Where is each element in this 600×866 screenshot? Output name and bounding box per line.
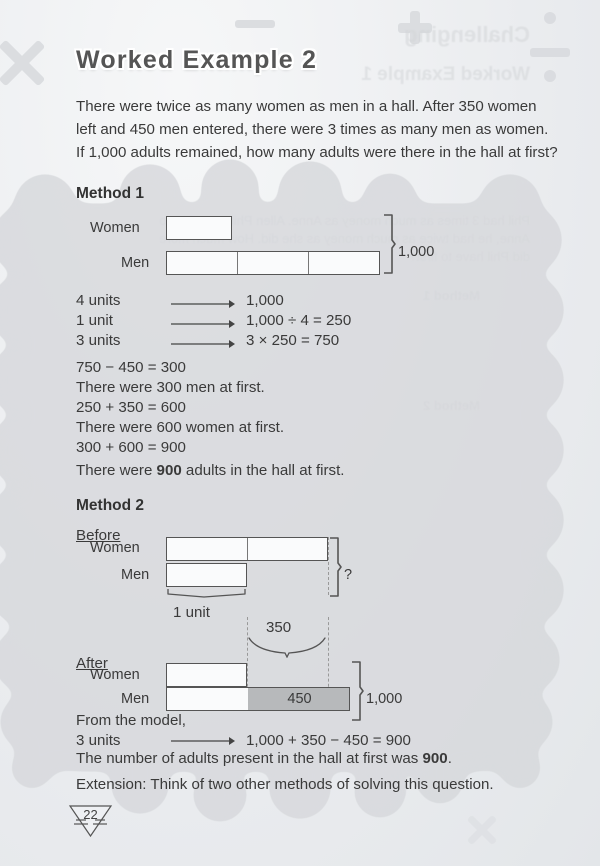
svg-text:Worked Example 1: Worked Example 1 <box>361 64 530 85</box>
svg-text:Method 2: Method 2 <box>423 398 480 413</box>
svg-text:Challenging: Challenging <box>404 22 530 47</box>
svg-text:Method 1: Method 1 <box>423 288 480 303</box>
svg-text:22: 22 <box>83 807 97 822</box>
